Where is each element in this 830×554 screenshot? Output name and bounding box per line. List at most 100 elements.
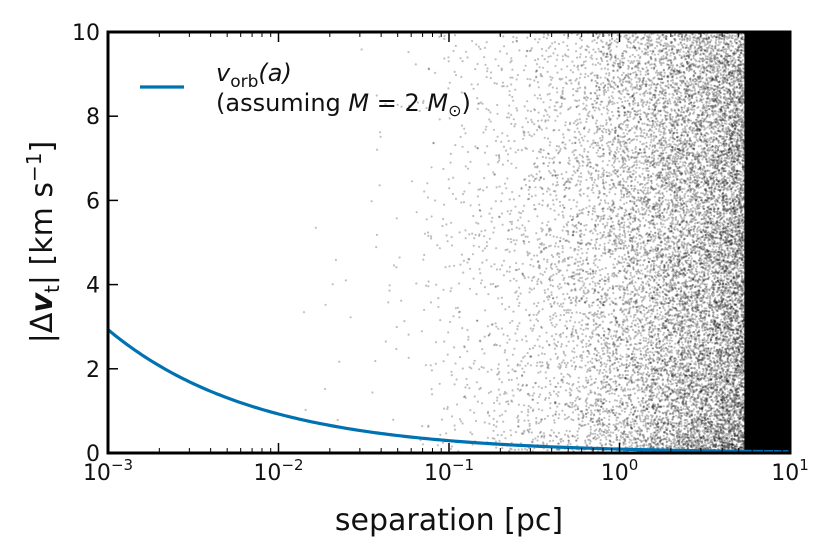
scatter-point [727,71,731,74]
scatter-point [579,183,582,186]
scatter-point [583,150,586,153]
scatter-point [668,314,671,317]
scatter-point [697,346,700,349]
scatter-point [659,233,662,236]
scatter-point [494,200,497,203]
scatter-point [607,128,610,131]
scatter-point [722,36,726,39]
scatter-point [729,91,732,95]
scatter-point [707,250,710,253]
scatter-point [605,72,608,75]
scatter-point [735,78,738,81]
scatter-point [710,54,713,58]
scatter-point [609,255,612,258]
scatter-point [587,130,590,134]
scatter-point [741,256,744,260]
scatter-point [587,406,591,409]
scatter-point [738,161,742,164]
scatter-point [658,415,662,418]
scatter-point [453,428,457,431]
scatter-point [516,328,519,331]
scatter-point [728,370,731,373]
scatter-point [693,333,696,336]
scatter-point [498,378,501,381]
scatter-point [549,434,553,437]
scatter-point [633,294,636,298]
scatter-point [587,327,590,330]
scatter-point [593,39,596,42]
scatter-point [701,158,704,161]
scatter-point [507,153,510,156]
scatter-point [566,65,569,68]
scatter-point [699,69,702,72]
scatter-point [712,292,716,295]
scatter-point [657,228,660,231]
scatter-point [618,97,621,100]
scatter-point [715,245,718,248]
scatter-point [701,63,704,66]
scatter-point [555,410,558,413]
scatter-point [723,270,726,273]
scatter-point [507,112,510,115]
scatter-point [515,279,518,282]
scatter-point [594,254,597,257]
scatter-point [514,151,517,154]
scatter-point [636,322,639,325]
scatter-point [549,141,552,144]
scatter-point [653,372,657,375]
scatter-point [611,227,614,230]
scatter-point [546,152,550,155]
scatter-point [738,204,741,207]
scatter-point [640,283,643,286]
scatter-point [583,135,586,138]
scatter-point [548,434,551,437]
scatter-point [613,160,617,163]
scatter-point [628,158,631,161]
scatter-point [686,385,690,388]
scatter-point [498,185,501,188]
scatter-point [695,123,698,126]
scatter-point [567,441,570,444]
scatter-point [734,134,737,137]
scatter-point [460,201,463,204]
scatter-point [726,328,730,331]
scatter-point [515,107,518,110]
scatter-point [733,387,736,390]
scatter-point [659,43,662,47]
scatter-point [556,173,560,177]
scatter-point [592,139,595,142]
scatter-point [537,408,541,411]
scatter-points [302,32,790,453]
scatter-point [691,284,694,288]
scatter-point [605,408,608,411]
scatter-point [603,91,606,94]
scatter-point [738,97,742,100]
scatter-point [707,121,710,124]
scatter-point [630,78,633,81]
scatter-point [647,410,650,414]
scatter-point [725,277,728,280]
scatter-point [729,307,732,310]
scatter-point [549,315,552,318]
scatter-point [657,405,660,408]
scatter-point [667,305,670,308]
scatter-point [691,309,695,312]
scatter-point [624,394,627,397]
scatter-point [625,213,628,216]
scatter-point [647,347,650,350]
scatter-point [646,280,649,283]
scatter-point [562,86,565,89]
scatter-point [662,333,665,336]
scatter-point [694,384,698,388]
scatter-point [509,238,512,241]
scatter-point [657,77,660,80]
scatter-point [686,412,689,415]
scatter-point [729,317,732,320]
scatter-point [622,364,626,367]
scatter-point [636,332,640,335]
scatter-point [569,246,572,249]
scatter-point [677,288,680,291]
scatter-point [676,131,679,134]
scatter-point [580,286,583,289]
scatter-point [579,53,582,56]
